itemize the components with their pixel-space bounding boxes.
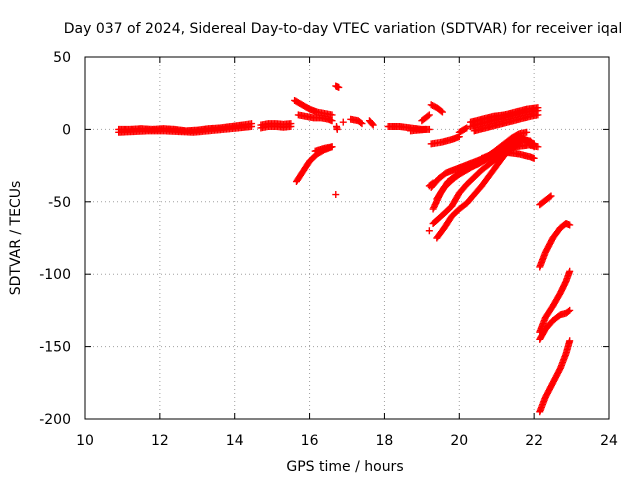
data-point xyxy=(463,124,471,132)
x-tick-label: 10 xyxy=(76,433,94,449)
data-point xyxy=(339,118,347,126)
chart-title: Day 037 of 2024, Sidereal Day-to-day VTE… xyxy=(64,21,622,37)
data-point xyxy=(566,267,574,275)
data-point xyxy=(530,154,538,162)
data-point xyxy=(462,125,470,133)
data-points xyxy=(115,82,574,416)
grid xyxy=(85,57,609,419)
data-point xyxy=(515,140,523,148)
data-point xyxy=(530,140,538,148)
data-point xyxy=(566,221,574,229)
data-point xyxy=(523,128,531,136)
data-point xyxy=(437,107,445,115)
y-tick-label: -100 xyxy=(39,267,71,283)
data-point xyxy=(429,179,437,187)
data-point xyxy=(368,120,376,128)
y-tick-label: -150 xyxy=(39,340,71,356)
x-tick-label: 14 xyxy=(226,433,244,449)
data-point xyxy=(547,192,555,200)
y-tick-label: -50 xyxy=(48,195,71,211)
data-point xyxy=(566,337,574,345)
data-point xyxy=(332,191,340,199)
data-point xyxy=(514,141,522,149)
data-point xyxy=(369,121,377,129)
x-tick-label: 18 xyxy=(376,433,394,449)
plot-frame xyxy=(84,56,610,420)
y-tick-label: 50 xyxy=(53,50,71,66)
x-tick-label: 16 xyxy=(301,433,319,449)
data-point xyxy=(566,306,574,314)
data-point xyxy=(358,120,366,128)
y-tick-label: 0 xyxy=(62,122,71,138)
data-point xyxy=(438,108,446,116)
data-point xyxy=(248,123,256,131)
y-tick-label: -200 xyxy=(39,412,71,428)
data-point xyxy=(333,125,341,133)
data-point xyxy=(564,307,572,315)
data-point xyxy=(425,111,433,119)
x-tick-label: 24 xyxy=(600,433,618,449)
x-tick-label: 12 xyxy=(151,433,169,449)
data-point xyxy=(328,143,336,151)
data-point xyxy=(534,111,542,119)
data-point xyxy=(534,104,542,112)
data-point xyxy=(357,119,365,127)
axis-ticks: 10 12 14 16 18 20 22 24 50 0 -50 -100 -150 -200 xyxy=(39,50,618,449)
data-point xyxy=(335,83,343,91)
x-tick-label: 22 xyxy=(525,433,543,449)
data-point xyxy=(425,227,433,235)
x-tick-label: 20 xyxy=(450,433,468,449)
x-axis-label: GPS time / hours xyxy=(286,459,403,475)
data-point xyxy=(287,123,295,131)
data-point xyxy=(422,125,430,133)
data-point xyxy=(424,112,432,120)
data-point xyxy=(428,180,436,188)
y-axis-label: SDTVAR / TECUs xyxy=(8,181,24,296)
data-point xyxy=(328,117,336,125)
data-point xyxy=(546,193,554,201)
